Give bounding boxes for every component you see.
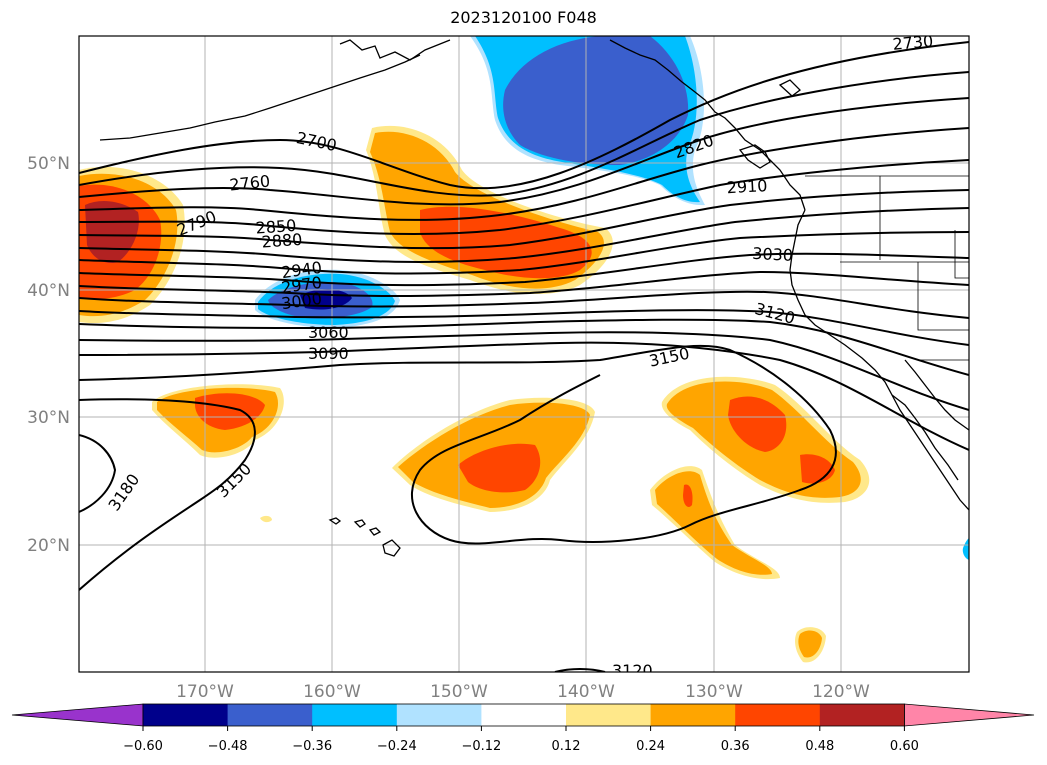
positive-anomaly-shading [79,125,870,663]
lon-label: 170°W [176,682,234,702]
lat-label: 30°N [27,408,70,428]
colorbar-tick-label: −0.12 [461,739,501,754]
longitude-labels: 170°W 160°W 150°W 140°W 130°W 120°W [176,682,870,702]
colorbar-tick-label: −0.48 [208,739,248,754]
lon-label: 150°W [430,682,488,702]
colorbar-extend-high [904,703,1035,727]
contour-label: 2910 [726,176,768,197]
colorbar-cell [143,704,229,726]
colorbar-cell [396,704,482,726]
map-title: 2023120100 F048 [450,8,597,27]
contour-label: 3060 [308,323,349,342]
lat-label: 50°N [27,154,70,174]
colorbar-tick-label: −0.60 [123,739,163,754]
colorbar: −0.60 −0.48 −0.36 −0.24 −0.12 0.12 0.24 … [11,703,1035,754]
colorbar-tick-label: 0.36 [721,739,750,754]
lat-label: 40°N [27,281,70,301]
colorbar-cell [481,704,567,726]
height-contours [79,41,969,672]
lon-label: 160°W [303,682,361,702]
colorbar-cell [819,704,905,726]
colorbar-outline [142,703,905,727]
lon-label: 140°W [557,682,615,702]
map-area: 2700 2730 2760 2790 2820 2850 2880 2910 … [79,31,969,680]
contour-label: 3120 [612,661,653,680]
colorbar-cell [735,704,821,726]
political-borders [805,175,969,361]
map-frame [78,35,970,673]
colorbar-tick-label: 0.48 [805,739,834,754]
colorbar-cell [312,704,398,726]
lon-label: 120°W [812,682,870,702]
colorbar-cell [566,704,652,726]
colorbar-tick-label: −0.36 [292,739,332,754]
lon-label: 130°W [685,682,743,702]
contour-label: 2730 [892,31,934,53]
colorbar-extend-low [11,703,144,727]
colorbar-tick-label: 0.60 [890,739,919,754]
contour-label: 3030 [752,244,794,265]
colorbar-tick-label: 0.24 [636,739,665,754]
contour-label: 2880 [261,230,303,252]
colorbar-cell [227,704,313,726]
latitude-labels: 50°N 40°N 30°N 20°N [27,154,70,556]
contour-label: 2760 [229,171,271,194]
colorbar-cell [650,704,736,726]
contour-label: 3090 [308,344,349,363]
coastlines [99,39,969,557]
colorbar-tick-label: 0.12 [552,739,581,754]
contour-label: 2850 [255,216,297,238]
colorbar-tick-label: −0.24 [377,739,417,754]
lat-label: 20°N [27,536,70,556]
